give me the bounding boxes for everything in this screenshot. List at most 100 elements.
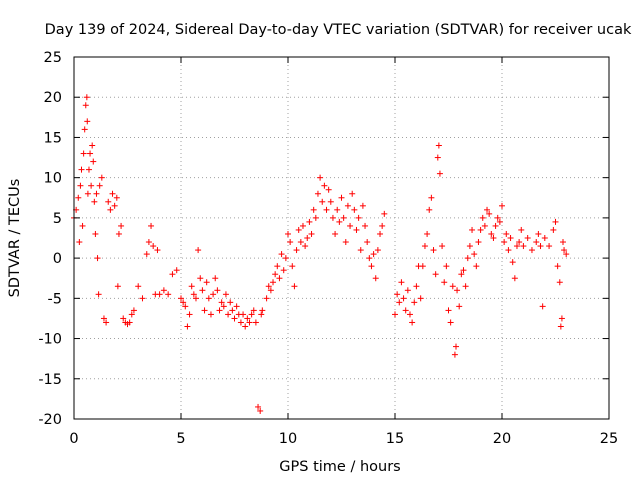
data-point bbox=[280, 267, 287, 274]
data-point bbox=[148, 222, 155, 229]
data-point bbox=[347, 222, 354, 229]
data-point bbox=[233, 303, 240, 310]
y-tick-label: 10 bbox=[44, 171, 62, 187]
data-point bbox=[299, 222, 306, 229]
data-point bbox=[533, 239, 540, 246]
data-point bbox=[381, 210, 388, 217]
data-point bbox=[511, 275, 518, 282]
y-tick-label: -20 bbox=[38, 412, 62, 428]
data-point bbox=[439, 243, 446, 250]
data-point bbox=[359, 202, 366, 209]
grid-lines bbox=[74, 57, 609, 419]
data-point bbox=[255, 403, 262, 410]
data-point bbox=[325, 186, 332, 193]
data-point bbox=[114, 283, 121, 290]
y-tick-label: 15 bbox=[44, 130, 62, 146]
data-point bbox=[113, 194, 120, 201]
data-point bbox=[201, 307, 208, 314]
data-point bbox=[222, 291, 229, 298]
data-point bbox=[323, 206, 330, 213]
data-point bbox=[507, 235, 514, 241]
data-point bbox=[178, 295, 184, 302]
data-point bbox=[93, 190, 100, 197]
data-point bbox=[394, 291, 401, 298]
data-point bbox=[479, 214, 486, 221]
data-point bbox=[302, 243, 309, 250]
data-point bbox=[541, 235, 548, 241]
data-point bbox=[379, 222, 386, 229]
data-point bbox=[291, 283, 298, 290]
data-point bbox=[321, 182, 328, 189]
data-point bbox=[460, 267, 467, 274]
data-point bbox=[441, 279, 448, 286]
data-point bbox=[100, 315, 107, 322]
data-point bbox=[165, 291, 172, 298]
data-point bbox=[516, 239, 523, 246]
data-point bbox=[91, 198, 98, 205]
data-point bbox=[558, 315, 565, 322]
data-point bbox=[349, 190, 356, 197]
data-point bbox=[212, 275, 219, 282]
data-point bbox=[535, 230, 542, 237]
y-tick-label: -5 bbox=[48, 291, 62, 307]
data-point bbox=[240, 311, 247, 318]
data-point bbox=[471, 251, 478, 258]
data-point bbox=[454, 287, 461, 294]
data-point bbox=[203, 279, 210, 286]
data-point bbox=[182, 303, 189, 310]
data-point bbox=[105, 198, 112, 205]
data-point bbox=[246, 319, 253, 326]
chart-title: Day 139 of 2024, Sidereal Day-to-day VTE… bbox=[45, 22, 632, 38]
data-point bbox=[370, 251, 377, 258]
data-point bbox=[499, 202, 505, 209]
plot-frame bbox=[73, 56, 610, 420]
data-point bbox=[550, 226, 557, 233]
x-tick-label: 5 bbox=[176, 431, 185, 447]
axis-ticks bbox=[73, 56, 610, 420]
data-point bbox=[426, 206, 433, 213]
data-point bbox=[160, 287, 167, 294]
data-point bbox=[285, 230, 291, 237]
data-point bbox=[317, 174, 324, 181]
data-point bbox=[559, 239, 566, 246]
data-point bbox=[128, 311, 135, 318]
data-point bbox=[190, 291, 197, 298]
data-point bbox=[120, 315, 127, 322]
data-point bbox=[424, 230, 431, 237]
x-tick-label: 15 bbox=[386, 431, 404, 447]
data-point bbox=[259, 307, 266, 314]
data-point bbox=[115, 230, 122, 237]
data-point bbox=[96, 182, 103, 189]
data-point bbox=[237, 319, 244, 326]
data-point bbox=[334, 206, 341, 213]
data-point bbox=[546, 243, 553, 250]
x-tick-label: 10 bbox=[279, 431, 297, 447]
data-point bbox=[396, 299, 403, 306]
x-tick-labels: 0 5 10 15 20 25 bbox=[69, 431, 618, 447]
data-point bbox=[327, 198, 334, 205]
data-point bbox=[84, 118, 91, 125]
data-point bbox=[402, 307, 409, 314]
data-point bbox=[421, 243, 428, 250]
data-point bbox=[154, 247, 161, 254]
data-point bbox=[319, 198, 326, 205]
data-point bbox=[406, 311, 413, 318]
data-point bbox=[258, 311, 265, 318]
y-tick-label: -10 bbox=[38, 332, 62, 348]
data-point bbox=[77, 182, 84, 189]
x-tick-label: 0 bbox=[69, 431, 78, 447]
data-point bbox=[205, 295, 212, 302]
data-point bbox=[220, 303, 227, 310]
data-point bbox=[413, 283, 420, 290]
data-point bbox=[505, 247, 512, 254]
data-point bbox=[242, 323, 249, 330]
data-point bbox=[556, 279, 563, 286]
data-point bbox=[310, 206, 317, 213]
data-point bbox=[210, 291, 217, 298]
data-point bbox=[76, 239, 83, 246]
data-point bbox=[229, 307, 236, 314]
data-point bbox=[150, 243, 157, 250]
data-point bbox=[475, 239, 482, 246]
data-point bbox=[192, 295, 199, 302]
data-point bbox=[109, 190, 116, 197]
